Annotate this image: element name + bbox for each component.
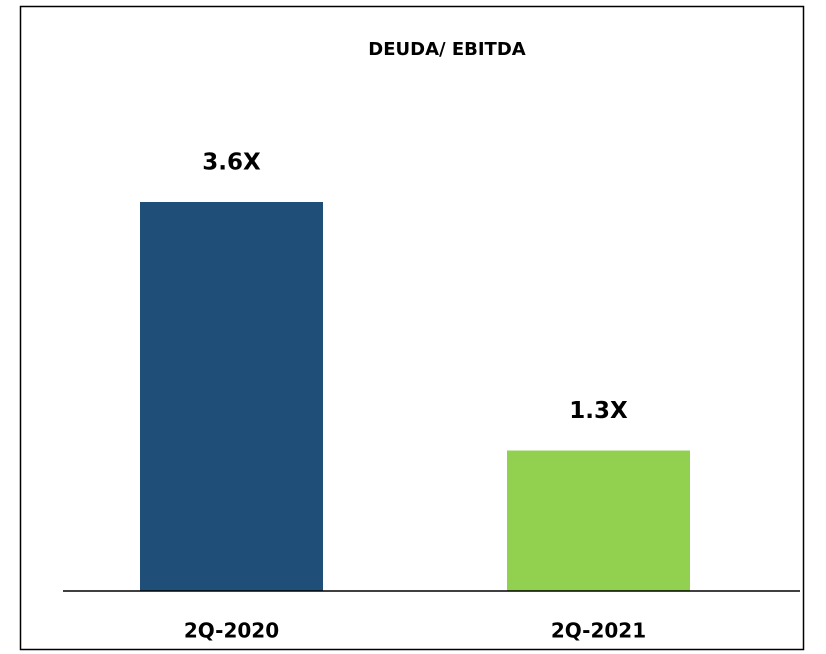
bar	[140, 202, 323, 591]
bar	[507, 450, 690, 591]
value-label: 1.3X	[569, 398, 628, 424]
chart-title: DEUDA/ EBITDA	[368, 39, 525, 60]
x-tick-label: 2Q-2021	[551, 619, 646, 643]
value-label: 3.6X	[202, 150, 261, 176]
x-tick-label: 2Q-2020	[184, 619, 279, 643]
